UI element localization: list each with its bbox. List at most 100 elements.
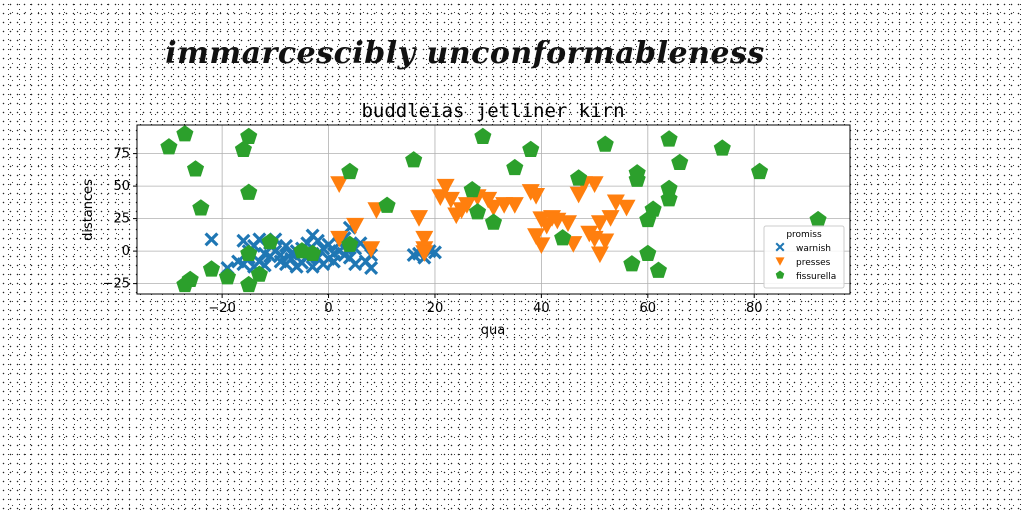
data-point-fissurella	[809, 210, 827, 228]
data-point-fissurella	[341, 162, 359, 180]
legend: promiss warnish presses fissurella	[763, 225, 845, 289]
data-point-fissurella	[484, 213, 503, 230]
data-point-warnish	[204, 232, 219, 247]
data-point-fissurella	[341, 235, 359, 252]
data-point-presses	[558, 215, 577, 232]
data-point-presses	[590, 215, 609, 232]
legend-marker	[775, 242, 785, 252]
data-point-fissurella	[160, 138, 178, 155]
y-tick-label: 75	[113, 147, 130, 162]
data-point-fissurella	[623, 255, 641, 272]
data-point-fissurella	[240, 244, 258, 261]
data-point-fissurella	[713, 139, 731, 156]
data-point-presses	[441, 191, 460, 209]
data-point-fissurella	[240, 127, 258, 144]
data-point-fissurella	[192, 199, 210, 216]
data-point-fissurella	[240, 275, 258, 293]
x-tick-label: −20	[208, 301, 235, 316]
data-point-fissurella	[671, 153, 689, 170]
data-point-fissurella	[463, 181, 481, 198]
data-point-fissurella	[181, 270, 199, 287]
data-point-presses	[410, 210, 429, 227]
data-point-warnish	[348, 257, 363, 272]
legend-title: promiss	[786, 230, 822, 240]
data-point-warnish	[278, 238, 293, 253]
data-point-presses	[330, 230, 349, 248]
data-point-warnish	[273, 248, 288, 262]
legend-item-fissurella: fissurella	[775, 270, 836, 282]
legend-box	[763, 225, 845, 289]
data-point-presses	[330, 176, 349, 193]
data-point-fissurella	[644, 200, 662, 217]
data-point-presses	[415, 245, 434, 262]
data-marks	[160, 125, 827, 293]
legend-marker	[775, 270, 785, 279]
chart-title: buddleias jetliner kirn	[361, 100, 624, 122]
data-point-fissurella	[202, 260, 221, 277]
data-point-fissurella	[570, 169, 588, 186]
data-point-warnish	[321, 237, 336, 252]
data-point-fissurella	[660, 179, 678, 196]
data-point-fissurella	[506, 158, 524, 176]
x-axis-label: qua	[481, 323, 505, 338]
data-point-fissurella	[660, 130, 678, 147]
data-point-warnish	[236, 233, 251, 248]
data-point-presses	[505, 197, 524, 214]
data-point-warnish	[284, 251, 299, 266]
x-tick-label: 40	[533, 301, 550, 316]
legend-item-warnish: warnish	[775, 242, 831, 254]
data-point-presses	[527, 188, 546, 205]
data-point-presses	[362, 241, 381, 258]
data-point-fissurella	[554, 229, 572, 246]
data-point-warnish	[305, 259, 320, 274]
data-point-fissurella	[468, 203, 487, 220]
data-point-fissurella	[596, 135, 614, 152]
legend-item-presses: presses	[775, 257, 831, 268]
data-point-fissurella	[234, 140, 252, 157]
data-point-fissurella	[304, 244, 322, 261]
data-point-fissurella	[750, 162, 769, 180]
x-tick-label: 80	[746, 301, 763, 316]
data-point-presses	[415, 230, 434, 248]
x-tick-label: 0	[324, 301, 332, 316]
data-point-fissurella	[639, 244, 657, 261]
data-point-presses	[585, 176, 604, 193]
x-tick-label: 20	[427, 301, 444, 316]
plot-frame	[136, 124, 851, 295]
data-point-presses	[532, 237, 551, 255]
data-point-warnish	[364, 261, 379, 275]
data-point-presses	[457, 197, 476, 214]
data-point-fissurella	[474, 127, 492, 144]
data-point-fissurella	[522, 140, 540, 157]
legend-marker	[775, 257, 785, 266]
data-point-fissurella	[405, 151, 423, 168]
data-point-warnish	[427, 245, 442, 260]
data-point-warnish	[310, 233, 325, 248]
series-fissurella	[160, 125, 827, 293]
data-point-fissurella	[628, 170, 646, 187]
data-point-fissurella	[186, 160, 205, 177]
data-point-presses	[436, 178, 455, 196]
data-point-fissurella	[649, 261, 668, 278]
data-point-presses	[346, 217, 365, 235]
data-point-presses	[606, 194, 625, 212]
figure-suptitle: immarcescibly unconformableness	[165, 36, 765, 71]
y-tick-label: 50	[113, 179, 130, 194]
data-point-fissurella	[250, 265, 268, 282]
data-point-presses	[596, 233, 615, 251]
y-tick-label: 25	[113, 212, 130, 227]
y-tick-label: −25	[103, 277, 130, 292]
data-point-fissurella	[176, 125, 194, 142]
data-point-presses	[527, 228, 546, 245]
data-point-warnish	[353, 236, 368, 251]
x-tick-label: 60	[640, 301, 657, 316]
data-point-fissurella	[218, 268, 237, 285]
data-point-fissurella	[261, 233, 279, 250]
legend-label: warnish	[796, 244, 831, 254]
data-point-presses	[601, 210, 620, 227]
data-point-presses	[590, 246, 609, 264]
data-point-presses	[617, 199, 636, 217]
data-point-fissurella	[240, 183, 258, 200]
legend-label: presses	[796, 258, 831, 268]
